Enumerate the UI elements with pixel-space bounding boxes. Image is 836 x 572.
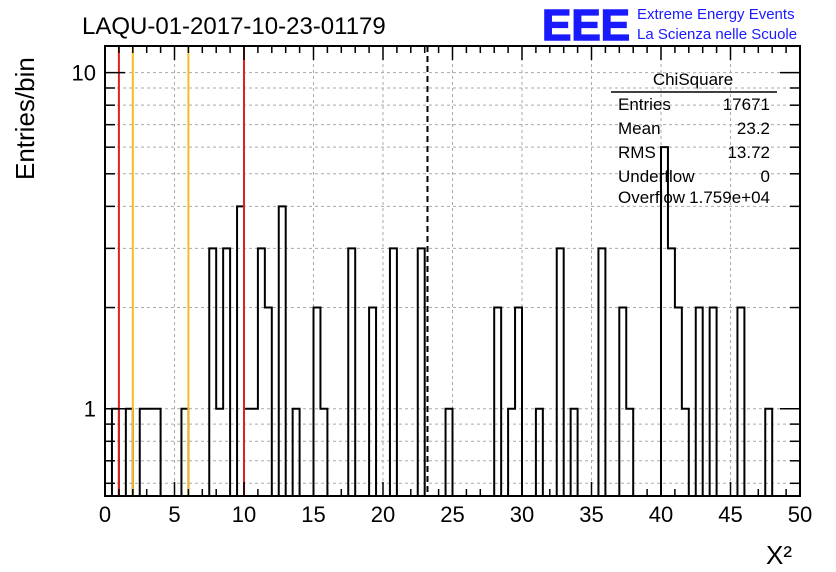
histogram-bin [258, 248, 265, 496]
stats-value-entries: 17671 [723, 95, 770, 114]
stats-label-overflow: Overflow [618, 188, 686, 207]
histogram-bin [265, 308, 272, 496]
run-title: LAQU-01-2017-10-23-01179 [82, 13, 386, 40]
vertical-markers [117, 46, 429, 496]
y-tick-label: 10 [72, 61, 96, 86]
eee-logo: EEE [542, 1, 630, 50]
stats-title: ChiSquare [653, 70, 733, 89]
stats-box: ChiSquare Entries 17671 Mean 23.2 RMS 13… [611, 70, 777, 207]
stats-label-entries: Entries [618, 95, 671, 114]
stats-value-mean: 23.2 [737, 119, 770, 138]
axes: 0 5 10 15 20 25 30 35 40 45 50 1 10 [72, 45, 812, 527]
x-axis-label: X² [766, 540, 792, 570]
histogram-bin [348, 248, 355, 496]
histogram-bin [557, 248, 564, 496]
y-axis-label: Entries/bin [10, 57, 40, 180]
x-tick-label: 30 [510, 502, 534, 527]
histogram-bin [515, 308, 522, 496]
x-tick-label: 45 [718, 502, 742, 527]
x-tick-label: 5 [168, 502, 180, 527]
histogram-bin [314, 308, 321, 496]
histogram-bin [369, 308, 376, 496]
histogram-bin [223, 248, 230, 496]
x-tick-label: 50 [788, 502, 812, 527]
logo-subtitle-2: La Scienza nelle Scuole [637, 26, 797, 43]
histogram-bin [209, 248, 216, 496]
stats-value-overflow: 1.759e+04 [689, 188, 770, 207]
x-tick-label: 10 [232, 502, 256, 527]
histogram-bin [418, 248, 425, 496]
histogram-bin [598, 248, 605, 496]
histogram-bin [390, 248, 397, 496]
x-tick-label: 15 [301, 502, 325, 527]
grid [105, 46, 800, 496]
histogram-bin [710, 308, 717, 496]
stats-label-rms: RMS [618, 143, 656, 162]
x-tick-label: 0 [99, 502, 111, 527]
histogram-bin [668, 248, 675, 496]
histogram-bin [237, 206, 244, 496]
stats-label-mean: Mean [618, 119, 661, 138]
stats-value-rms: 13.72 [727, 143, 770, 162]
histogram-step-line [105, 146, 800, 497]
histogram-bin [675, 308, 682, 496]
histogram-bin [494, 308, 501, 496]
x-tick-label: 35 [579, 502, 603, 527]
x-tick-label: 25 [440, 502, 464, 527]
stats-value-underflow: 0 [761, 167, 770, 186]
histogram-bin [619, 308, 626, 496]
y-tick-label: 1 [84, 397, 96, 422]
x-tick-label: 40 [649, 502, 673, 527]
x-tick-label: 20 [371, 502, 395, 527]
histogram-bin [279, 206, 286, 496]
histogram-bars [105, 146, 800, 497]
stats-label-underflow: Underflow [618, 167, 695, 186]
histogram-bin [737, 308, 744, 496]
logo-subtitle-1: Extreme Energy Events [637, 6, 795, 23]
histogram-bin [696, 308, 703, 496]
